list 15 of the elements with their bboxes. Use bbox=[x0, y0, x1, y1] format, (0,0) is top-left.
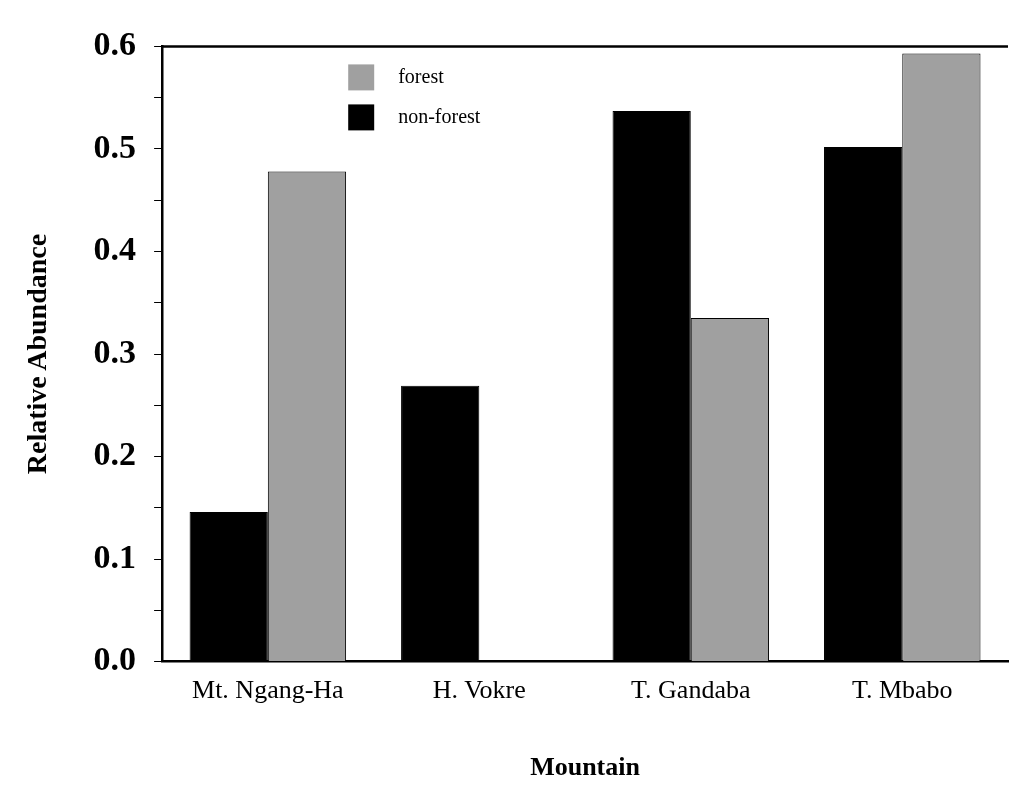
y-axis-title: Relative Abundance bbox=[21, 233, 53, 475]
legend-label: forest bbox=[398, 64, 445, 87]
y-tick-label: 0.0 bbox=[93, 640, 137, 678]
y-tick-label: 0.6 bbox=[93, 25, 137, 63]
y-tick-label: 0.4 bbox=[93, 230, 137, 268]
x-tick-label: T. Gandaba bbox=[631, 675, 751, 705]
x-tick-label: T. Mbabo bbox=[851, 675, 953, 705]
y-tick-label: 0.2 bbox=[93, 435, 137, 473]
x-axis-title: Mountain bbox=[530, 752, 641, 782]
x-tick-label: Mt. Ngang-Ha bbox=[192, 675, 345, 705]
y-tick-label: 0.5 bbox=[93, 127, 137, 165]
x-tick-label: H. Vokre bbox=[432, 675, 526, 705]
legend-label: non-forest bbox=[398, 104, 481, 127]
y-tick-label: 0.3 bbox=[93, 332, 137, 370]
y-tick-label: 0.1 bbox=[93, 537, 137, 575]
